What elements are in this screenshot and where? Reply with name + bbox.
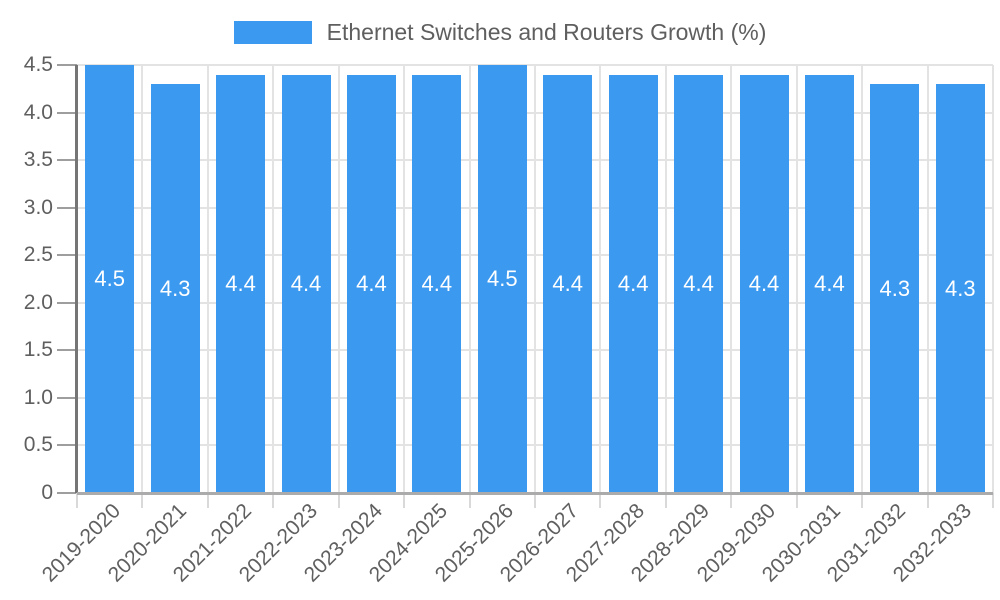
x-tick bbox=[468, 493, 471, 508]
bar bbox=[346, 74, 396, 493]
bar-value-label: 4.3 bbox=[879, 275, 911, 301]
bar bbox=[150, 84, 200, 493]
bar-value-label: 4.3 bbox=[159, 275, 191, 301]
y-tick bbox=[57, 111, 77, 114]
legend-swatch bbox=[233, 20, 312, 44]
x-gridline bbox=[599, 65, 602, 493]
x-gridline bbox=[141, 65, 144, 493]
y-tick bbox=[57, 206, 77, 209]
x-tick bbox=[272, 493, 275, 508]
y-tick bbox=[57, 444, 77, 447]
bar bbox=[804, 74, 854, 493]
bar-value-label: 4.4 bbox=[225, 270, 256, 296]
y-tick bbox=[57, 64, 77, 66]
x-tick bbox=[141, 493, 144, 508]
x-tick bbox=[795, 493, 798, 508]
bar bbox=[85, 65, 135, 493]
bar-value-label: 4.4 bbox=[356, 270, 387, 296]
y-tick bbox=[57, 396, 77, 399]
y-tick bbox=[57, 159, 77, 162]
x-gridline bbox=[468, 65, 471, 493]
y-tick-label: 2.0 bbox=[23, 290, 53, 314]
y-tick-label: 1.5 bbox=[23, 338, 53, 362]
bar bbox=[281, 74, 331, 493]
bar-value-label: 4.4 bbox=[814, 270, 845, 296]
y-tick bbox=[57, 349, 77, 352]
bar-value-label: 4.5 bbox=[94, 266, 125, 291]
y-tick-label: 2.5 bbox=[23, 243, 53, 267]
x-tick bbox=[206, 493, 209, 508]
bar-value-label: 4.4 bbox=[683, 270, 714, 296]
y-tick-label: 0.5 bbox=[23, 433, 53, 457]
y-tick-label: 4.5 bbox=[23, 53, 53, 76]
bar-value-label: 4.3 bbox=[944, 275, 976, 301]
x-tick bbox=[534, 493, 536, 508]
x-axis-line bbox=[77, 492, 993, 495]
y-axis-line bbox=[75, 65, 78, 493]
bar bbox=[543, 74, 593, 493]
x-gridline bbox=[337, 65, 340, 493]
x-gridline bbox=[992, 65, 994, 493]
bar bbox=[477, 65, 527, 493]
y-tick bbox=[57, 301, 77, 304]
bar bbox=[935, 84, 985, 493]
x-gridline bbox=[861, 65, 864, 493]
x-gridline bbox=[795, 65, 798, 493]
bar-value-label: 4.4 bbox=[290, 270, 322, 296]
chart-legend: Ethernet Switches and Routers Growth (%) bbox=[0, 18, 1000, 46]
x-gridline bbox=[926, 65, 929, 493]
x-gridline bbox=[206, 65, 209, 493]
bar bbox=[216, 74, 266, 493]
y-tick-label: 1.0 bbox=[23, 385, 53, 409]
y-tick bbox=[57, 492, 77, 494]
bar bbox=[412, 74, 462, 493]
bar-value-label: 4.5 bbox=[486, 266, 518, 291]
bar bbox=[608, 74, 658, 493]
y-tick bbox=[57, 254, 77, 257]
bar-value-label: 4.4 bbox=[617, 270, 649, 296]
y-tick-label: 3.0 bbox=[23, 195, 53, 219]
chart-title: Ethernet Switches and Routers Growth (%) bbox=[326, 19, 767, 45]
x-tick bbox=[664, 493, 667, 508]
x-tick bbox=[337, 493, 340, 508]
x-tick bbox=[926, 493, 929, 508]
bar bbox=[739, 74, 789, 493]
y-tick-label: 4.0 bbox=[23, 100, 53, 124]
bar-value-label: 4.4 bbox=[421, 270, 453, 296]
y-tick-label: 0 bbox=[41, 481, 53, 504]
x-tick bbox=[403, 493, 406, 508]
bar bbox=[870, 84, 920, 493]
x-tick bbox=[861, 493, 864, 508]
bar-value-label: 4.4 bbox=[552, 270, 583, 296]
x-tick bbox=[76, 493, 78, 508]
x-tick bbox=[730, 493, 733, 508]
bar-value-label: 4.4 bbox=[748, 270, 780, 296]
x-tick bbox=[599, 493, 602, 508]
x-gridline bbox=[664, 65, 667, 493]
x-gridline bbox=[730, 65, 733, 493]
x-tick bbox=[992, 493, 994, 508]
x-gridline bbox=[534, 65, 536, 493]
x-gridline bbox=[272, 65, 275, 493]
x-gridline bbox=[403, 65, 406, 493]
bar bbox=[674, 74, 724, 493]
y-tick-label: 3.5 bbox=[23, 148, 53, 172]
